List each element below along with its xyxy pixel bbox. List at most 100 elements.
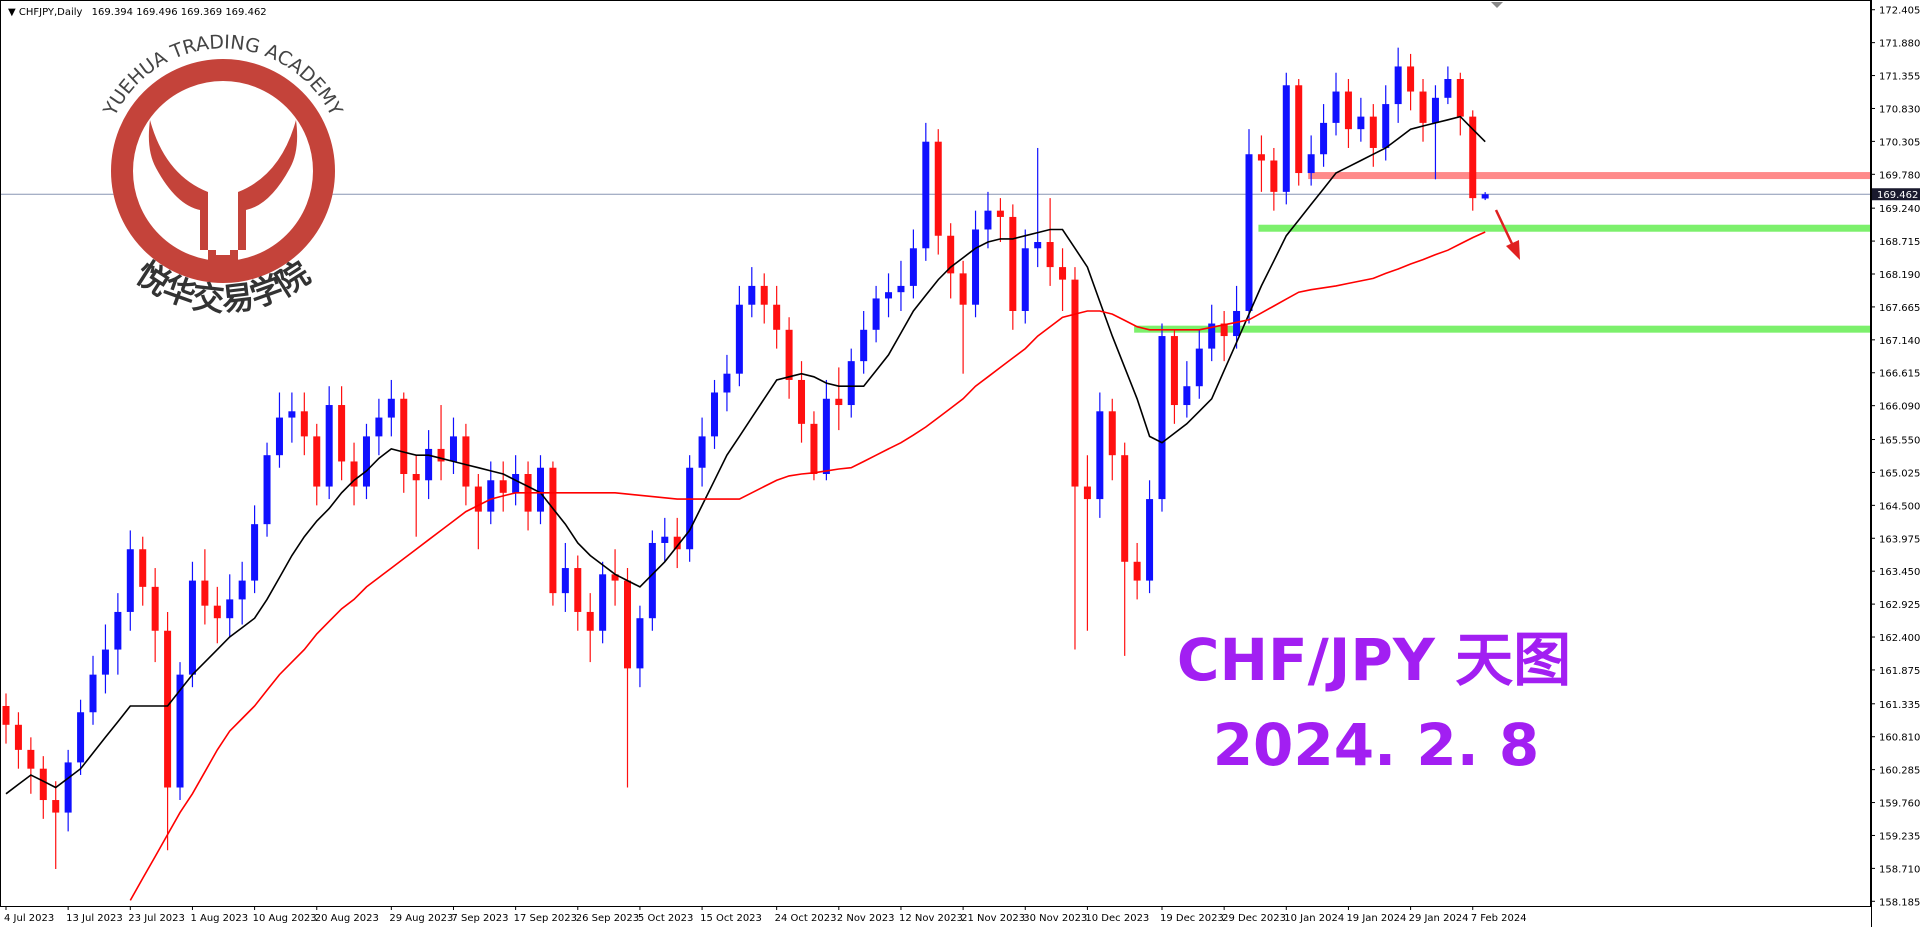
candle-body [387, 398, 395, 418]
x-tick-label: 17 Sep 2023 [514, 913, 577, 924]
candle-body [375, 417, 383, 437]
candle-body [1233, 310, 1241, 337]
candle-body [984, 210, 992, 230]
header-close: 169.462 [225, 7, 266, 18]
y-tick-label: 161.875 [1879, 666, 1920, 677]
y-tick-label: 159.760 [1879, 799, 1920, 810]
arrow-head [1506, 240, 1520, 260]
shift-marker [1491, 2, 1503, 8]
candle-body [1320, 122, 1328, 155]
candle-body [437, 448, 445, 462]
candle-body [1369, 116, 1377, 148]
y-tick-label: 163.975 [1879, 534, 1920, 545]
candle-body [499, 480, 507, 493]
candle-body [1034, 242, 1042, 249]
levels-layer [1134, 172, 1871, 333]
y-tick-label: 168.190 [1879, 270, 1920, 281]
x-tick-label: 12 Nov 2023 [899, 913, 963, 924]
candle-body [1133, 561, 1141, 581]
x-tick-label: 19 Jan 2024 [1346, 913, 1406, 924]
y-tick-label: 158.710 [1879, 864, 1920, 875]
candle-body [872, 298, 880, 330]
x-tick-label: 7 Sep 2023 [451, 913, 508, 924]
candle-body [52, 800, 60, 813]
y-tick-label: 165.550 [1879, 436, 1920, 447]
y-tick-label: 161.335 [1879, 700, 1920, 711]
candle-body [1357, 116, 1365, 130]
candle-body [188, 580, 196, 675]
y-tick-label: 167.665 [1879, 303, 1920, 314]
candle-body [362, 436, 370, 487]
x-tick-label: 30 Nov 2023 [1023, 913, 1087, 924]
candle-body [822, 398, 830, 475]
candle-body [325, 405, 333, 487]
candle-body [474, 486, 482, 512]
candle-body [313, 436, 321, 487]
x-tick-label: 29 Jan 2024 [1409, 913, 1469, 924]
y-tick-label: 167.140 [1879, 336, 1920, 347]
candle-body [711, 392, 719, 437]
candle-body [1158, 336, 1166, 500]
level-zone [1308, 172, 1871, 180]
candle-body [835, 398, 843, 406]
x-tick-label: 20 Aug 2023 [315, 913, 379, 924]
candle-body [151, 586, 159, 631]
y-tick-label: 172.405 [1879, 6, 1920, 17]
candle-body [1121, 455, 1129, 562]
candle-body [1456, 79, 1464, 117]
candle-body [1394, 66, 1402, 105]
candle-body [1009, 216, 1017, 311]
candle-body [860, 329, 868, 362]
ma-layer [5, 115, 1486, 901]
candle-body [1220, 323, 1228, 337]
candle-body [1257, 154, 1265, 161]
candle-body [760, 285, 768, 305]
candle-body [425, 448, 433, 481]
candle-body [213, 605, 221, 619]
candle-body [586, 611, 594, 631]
header-arrow: ▼ [8, 7, 19, 18]
y-tick-label: 170.305 [1879, 137, 1920, 148]
candle-body [1071, 279, 1079, 487]
candle-body [611, 574, 619, 581]
candle-body [114, 611, 122, 650]
candle-body [624, 580, 631, 669]
candle-body [1444, 79, 1452, 98]
candle-body [39, 768, 47, 801]
candle-body [27, 749, 35, 769]
candle-body [1407, 66, 1415, 92]
candle-body [561, 568, 569, 594]
candle-body [735, 304, 743, 374]
candle-body [947, 235, 955, 274]
header-low: 169.369 [181, 7, 222, 18]
header-open: 169.394 [92, 7, 133, 18]
candle-body [810, 423, 818, 475]
candle-body [885, 292, 893, 299]
price-label-box [1872, 188, 1920, 201]
x-tick-label: 10 Dec 2023 [1085, 913, 1149, 924]
candle-body [288, 411, 296, 418]
candle-body [1096, 411, 1104, 500]
candle-body [176, 674, 184, 788]
candle-body [1481, 194, 1489, 199]
y-tick-label: 164.500 [1879, 501, 1920, 512]
x-tick-label: 29 Dec 2023 [1222, 913, 1286, 924]
y-tick-label: 160.285 [1879, 766, 1920, 777]
candle-body [934, 141, 942, 236]
candle-body [773, 304, 781, 330]
candle-body [350, 461, 358, 487]
candle-body [1146, 499, 1154, 581]
candle-body [449, 436, 457, 462]
candle-body [101, 649, 109, 675]
candle-body [785, 329, 793, 380]
candle-body [226, 599, 234, 619]
candle-body [275, 417, 283, 456]
candle-body [462, 436, 470, 487]
candle-body [897, 285, 905, 293]
candle-body [536, 467, 544, 512]
candle-body [959, 273, 967, 305]
x-tick-label: 24 Oct 2023 [775, 913, 837, 924]
header-high: 169.496 [136, 7, 177, 18]
candle-body [1332, 91, 1340, 123]
candle-body [201, 580, 209, 606]
